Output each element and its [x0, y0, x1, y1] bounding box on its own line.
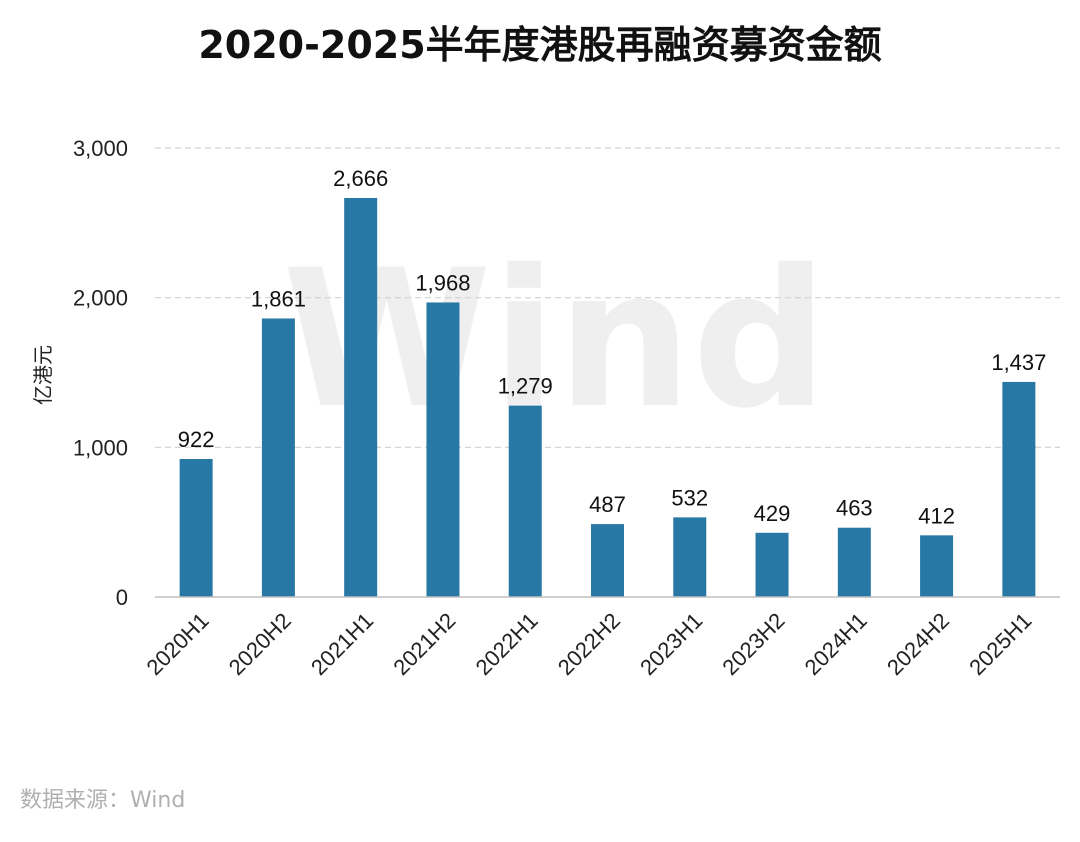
data-label: 1,968: [415, 270, 470, 295]
x-tick-label: 2021H1: [306, 608, 378, 680]
chart-title: 2020-2025半年度港股再融资募资金额: [198, 23, 881, 67]
y-axis-ticks: 0 1,000 2,000 3,000: [73, 136, 128, 610]
bar: [837, 527, 871, 597]
bar: [344, 197, 378, 598]
x-tick-label: 2022H1: [471, 608, 543, 680]
x-tick-label: 2025H1: [964, 608, 1036, 680]
gridlines: [155, 147, 1060, 448]
data-label: 532: [671, 485, 708, 510]
x-tick-label: 2024H2: [882, 608, 954, 680]
source-note: 数据来源：Wind: [20, 788, 186, 813]
bar: [179, 459, 213, 597]
data-labels: 922 1,861 2,666 1,968 1,279 487 532 429 463 412 1,…: [178, 166, 1047, 528]
x-tick-label: 2022H2: [553, 608, 625, 680]
y-tick-label: 3,000: [73, 136, 128, 161]
bar: [261, 318, 295, 597]
data-label: 429: [754, 501, 791, 526]
x-tick-label: 2023H1: [635, 608, 707, 680]
x-tick-label: 2023H2: [717, 608, 789, 680]
x-tick-label: 2021H2: [388, 608, 460, 680]
y-axis-label: 亿港元: [31, 345, 55, 405]
data-label: 922: [178, 427, 215, 452]
x-tick-label: 2020H2: [224, 608, 296, 680]
bar: [508, 405, 542, 597]
y-tick-label: 0: [116, 585, 128, 610]
data-label: 1,861: [251, 286, 306, 311]
bar: [1002, 381, 1036, 597]
data-label: 1,279: [498, 374, 553, 399]
bar: [426, 302, 460, 597]
x-axis-ticks: 2020H1 2020H2 2021H1 2021H2 2022H1 2022H2 2023…: [141, 608, 1036, 680]
data-label: 487: [589, 492, 626, 517]
y-tick-label: 2,000: [73, 286, 128, 311]
x-tick-label: 2024H1: [800, 608, 872, 680]
x-tick-label: 2020H1: [141, 608, 213, 680]
data-label: 1,437: [991, 350, 1046, 375]
bar: [673, 517, 707, 597]
y-tick-label: 1,000: [73, 435, 128, 460]
bar: [591, 524, 624, 597]
data-label: 2,666: [333, 166, 388, 191]
bar: [920, 535, 954, 597]
bars: [179, 197, 1036, 598]
data-label: 412: [918, 503, 955, 528]
bar: [755, 532, 789, 597]
data-label: 463: [836, 496, 873, 521]
